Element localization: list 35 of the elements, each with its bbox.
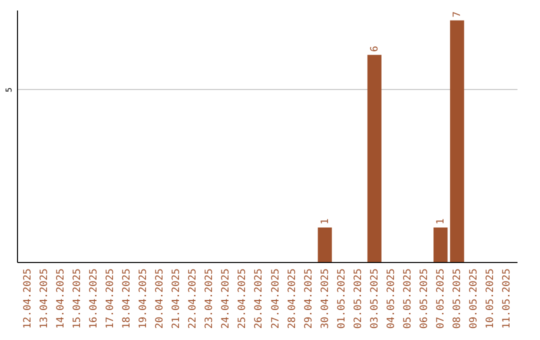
data-label: 1 [436, 218, 447, 224]
data-label: 1 [320, 218, 331, 224]
x-tick-label: 13.04.2025 [38, 268, 50, 329]
x-tick-label: 27.04.2025 [270, 268, 282, 329]
x-tick-label: 22.04.2025 [188, 268, 199, 329]
x-tick-label: 19.04.2025 [138, 268, 150, 329]
x-tick-label: 25.04.2025 [237, 268, 248, 329]
x-tick-label: 12.04.2025 [22, 268, 34, 329]
x-tick-label: 09.05.2025 [468, 268, 480, 329]
x-tick-label: 30.04.2025 [320, 268, 331, 329]
x-tick-label: 28.04.2025 [286, 268, 298, 329]
x-tick-label: 14.04.2025 [55, 268, 66, 329]
x-tick-label: 18.04.2025 [122, 268, 133, 329]
x-tick-label: 26.04.2025 [254, 268, 265, 329]
x-tick-label: 06.05.2025 [419, 268, 430, 329]
x-tick-label: 20.04.2025 [154, 268, 166, 329]
y-tick-label: 5 [4, 87, 14, 92]
x-tick-label: 17.04.2025 [104, 268, 116, 329]
x-tick-label: 15.04.2025 [72, 268, 83, 329]
x-tick-label: 03.05.2025 [369, 268, 380, 329]
data-label: 6 [369, 46, 380, 52]
x-tick-label: 05.05.2025 [402, 268, 414, 329]
x-tick-label: 01.05.2025 [336, 268, 348, 329]
x-tick-label: 29.04.2025 [303, 268, 314, 329]
x-tick-label: 21.04.2025 [171, 268, 182, 329]
x-tick-label: 10.05.2025 [485, 268, 496, 329]
x-tick-label: 23.04.2025 [204, 268, 216, 329]
x-tick-label: 08.05.2025 [452, 268, 464, 329]
x-tick-label: 02.05.2025 [352, 268, 364, 329]
x-tick-label: 24.04.2025 [220, 268, 232, 329]
x-tick-label: 07.05.2025 [436, 268, 447, 329]
data-label: 7 [452, 11, 464, 18]
x-tick-label: 04.05.2025 [386, 268, 397, 329]
x-tick-label: 16.04.2025 [88, 268, 100, 329]
x-tick-label: 11.05.2025 [502, 268, 513, 329]
